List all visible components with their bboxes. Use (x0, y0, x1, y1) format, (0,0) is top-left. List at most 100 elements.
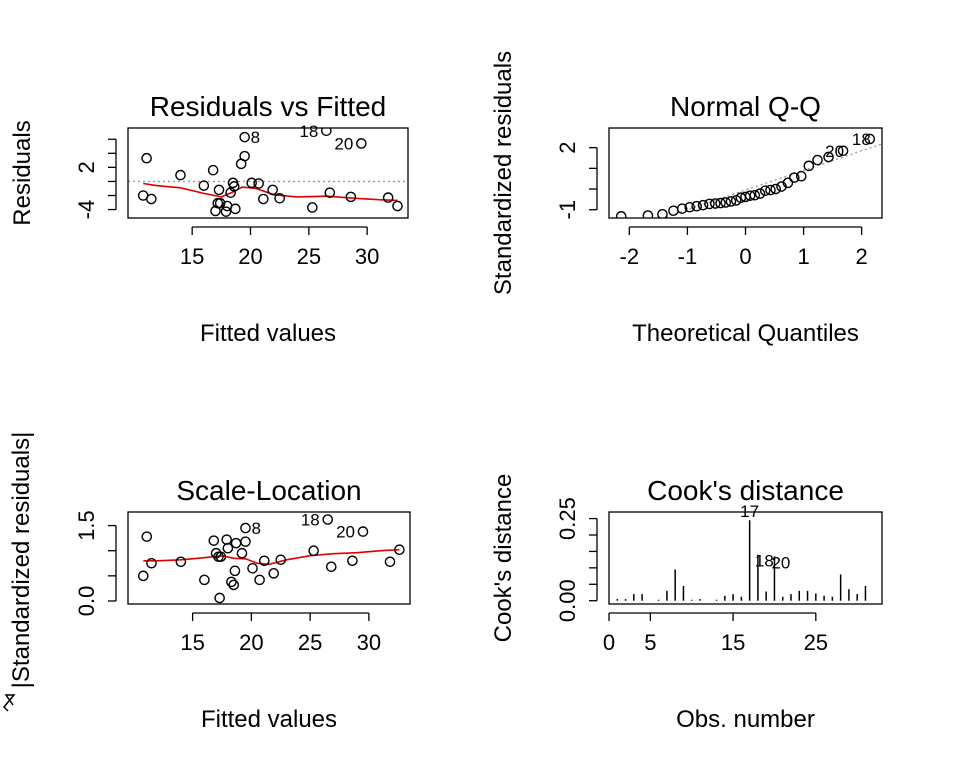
sqrt-symbol (2, 694, 16, 712)
x-tick-label: 15 (180, 244, 204, 269)
x-tick-label: -2 (620, 244, 640, 269)
point (749, 189, 761, 201)
point (214, 197, 226, 209)
y-tick-label: 0.0 (74, 586, 99, 617)
point (322, 514, 334, 525)
x-axis: 15 20 25 30 (180, 612, 381, 655)
point (236, 547, 248, 559)
chart-title: Residuals vs Fitted (150, 91, 387, 122)
point (837, 145, 849, 157)
point (247, 563, 258, 574)
point-label: 20 (334, 134, 353, 153)
point-label: 18 (852, 130, 871, 149)
point (715, 197, 726, 209)
point (709, 198, 721, 209)
point (725, 196, 737, 207)
x-tick-label: 5 (644, 630, 656, 655)
point (240, 522, 251, 534)
point (254, 574, 265, 586)
point (357, 526, 369, 537)
point (230, 203, 241, 215)
point (228, 181, 240, 192)
point (754, 188, 766, 199)
x-tick-label: 30 (357, 630, 381, 655)
point (141, 531, 153, 542)
point (770, 183, 782, 195)
point (307, 202, 318, 213)
point (230, 537, 242, 549)
point (382, 192, 394, 203)
plot-frame (127, 511, 411, 605)
point (226, 576, 237, 588)
point (823, 151, 834, 163)
y-axis: 0.00 0.25 (555, 497, 598, 622)
x-tick-label: 0 (603, 630, 615, 655)
y-tick-label: 2 (555, 142, 580, 154)
point (321, 128, 332, 137)
x-tick-label: 25 (298, 630, 322, 655)
x-tick-label: 1 (797, 244, 809, 269)
point (208, 535, 220, 546)
y-tick-label: 0.25 (555, 497, 580, 540)
x-tick-label: 0 (739, 244, 751, 269)
point (258, 193, 269, 205)
point (267, 184, 278, 196)
x-axis: 0 5 15 25 (603, 612, 828, 655)
point (141, 152, 152, 164)
point (137, 570, 149, 582)
point (691, 200, 703, 212)
x-axis-label: Theoretical Quantiles (632, 320, 859, 347)
point (214, 592, 225, 604)
point (803, 160, 815, 172)
point (744, 190, 756, 201)
point (240, 536, 251, 547)
point (812, 154, 823, 166)
point (864, 133, 876, 145)
point (228, 579, 240, 591)
point (199, 574, 210, 586)
point (668, 205, 679, 217)
point (268, 568, 280, 579)
chart-title: Normal Q-Q (670, 91, 821, 122)
point (239, 150, 250, 162)
point-label: 18 (299, 122, 318, 141)
plot-frame (608, 511, 883, 605)
plot-area (616, 520, 867, 601)
x-axis-label: Obs. number (676, 706, 815, 733)
y-axis-label: Standardized residuals (490, 51, 517, 295)
qq-line (660, 143, 882, 218)
point (239, 131, 250, 143)
point (324, 187, 336, 198)
point (759, 185, 771, 196)
point (394, 544, 405, 556)
point (225, 187, 236, 198)
point-label: 8 (252, 519, 261, 538)
point (697, 199, 709, 211)
panel-p2: Normal Q-Q -2 -1 0 1 2 Theoretical Quantiles -1… (490, 51, 883, 347)
point (615, 211, 627, 218)
point (175, 556, 187, 568)
point (258, 555, 270, 567)
point (720, 197, 732, 208)
point (765, 184, 776, 196)
x-tick-label: 20 (239, 630, 263, 655)
y-tick-label: 0.00 (555, 579, 580, 622)
plot-area (137, 514, 405, 604)
x-tick-label: 25 (804, 630, 828, 655)
panel-p4: Cook's distance 0 5 15 25 Obs. number 0.00 0.25… (490, 474, 883, 733)
y-axis: 0.0 1.5 (74, 510, 117, 617)
point (220, 206, 232, 217)
x-axis-label: Fitted values (201, 706, 337, 733)
y-tick-label: -1 (555, 200, 580, 220)
point (392, 200, 403, 212)
x-tick-label: 30 (355, 244, 379, 269)
point (347, 555, 358, 567)
point (657, 208, 668, 218)
point-label: 18 (755, 552, 774, 571)
smooth-line (143, 182, 398, 202)
point-label: 20 (825, 142, 844, 161)
point (676, 203, 688, 214)
y-axis-label: Residuals (9, 120, 36, 225)
point (384, 556, 396, 568)
